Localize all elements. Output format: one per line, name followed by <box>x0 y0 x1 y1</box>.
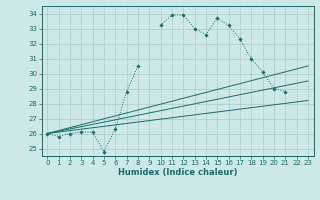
X-axis label: Humidex (Indice chaleur): Humidex (Indice chaleur) <box>118 168 237 177</box>
